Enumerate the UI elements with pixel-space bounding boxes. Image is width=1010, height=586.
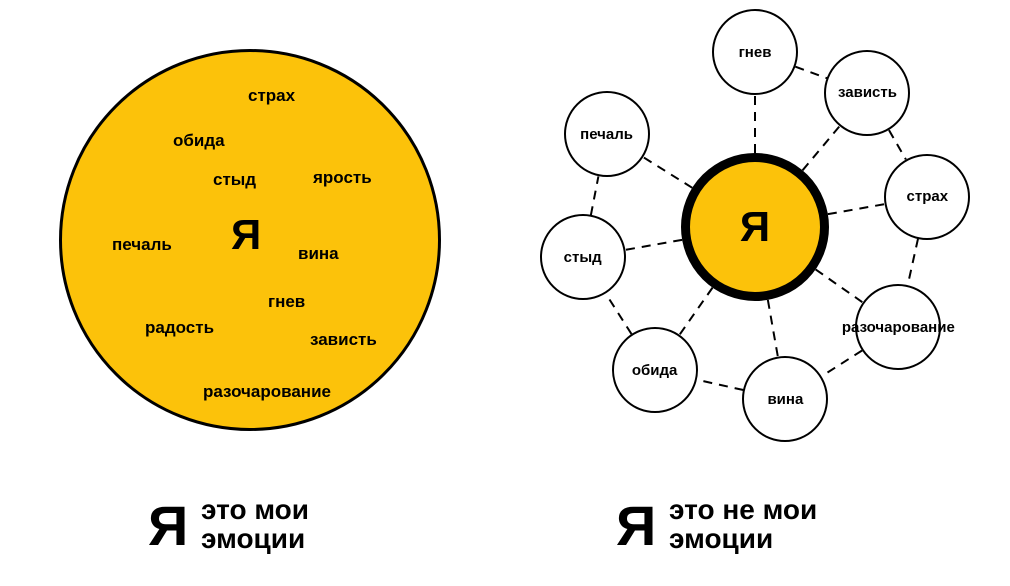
connector-line [822,350,862,376]
connector-line [795,67,827,79]
satellite-node: зависть [824,50,910,136]
satellite-label: гнев [739,44,772,61]
right-caption-big: Я [616,493,656,558]
satellite-label: вина [767,391,803,408]
satellite-label: разочарование [842,319,955,336]
satellite-label: страх [907,188,949,205]
satellite-node: стыд [540,214,626,300]
right-center-circle: Я [681,153,829,301]
satellite-node: печаль [564,91,650,177]
connector-line [643,157,692,188]
connector-line [768,300,778,357]
satellite-label: зависть [838,84,897,101]
connector-line [625,240,682,250]
connector-line [889,130,906,159]
right-caption-line2: эмоции [669,524,817,553]
connector-line [697,380,744,390]
connector-line [828,204,885,214]
right-center-letter: Я [740,203,770,251]
connector-line [606,294,632,334]
satellite-node: гнев [712,9,798,95]
satellite-label: стыд [564,249,602,266]
satellite-label: печаль [580,126,633,143]
satellite-node: обида [612,327,698,413]
right-caption-lines: это не мои эмоции [669,495,817,554]
satellite-label: обида [632,362,678,379]
diagram-stage: Я страхобидастыдяростьпечальвинагневрадо… [0,0,1010,586]
right-caption-line1: это не мои [669,495,817,524]
connector-line [803,126,840,170]
connector-line [679,288,712,336]
satellite-node: страх [884,154,970,240]
connector-line [591,176,599,215]
connector-line [816,269,864,302]
connector-line [908,239,918,286]
